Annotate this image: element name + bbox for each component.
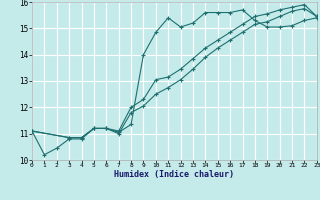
X-axis label: Humidex (Indice chaleur): Humidex (Indice chaleur) (115, 170, 234, 179)
